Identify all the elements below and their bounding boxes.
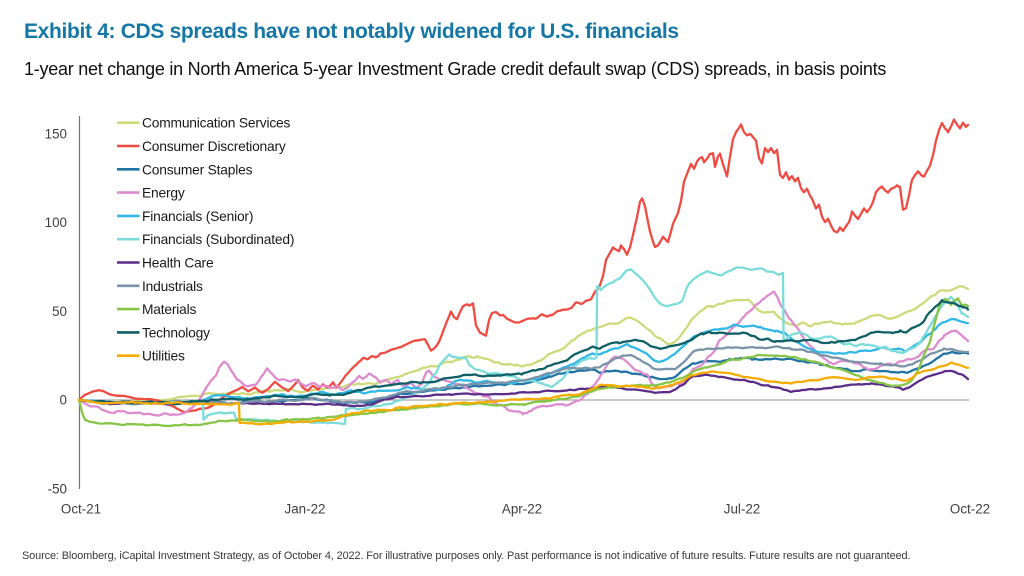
svg-text:0: 0 [60,393,67,408]
svg-text:Health Care: Health Care [142,256,214,271]
svg-text:100: 100 [45,215,67,230]
svg-text:Technology: Technology [142,325,210,340]
svg-text:Oct-21: Oct-21 [61,502,101,517]
svg-text:Apr-22: Apr-22 [502,502,542,517]
svg-text:Industrials: Industrials [142,279,203,294]
svg-text:150: 150 [45,126,67,141]
svg-text:Utilities: Utilities [142,349,185,364]
svg-text:Oct-22: Oct-22 [950,502,990,517]
svg-text:-50: -50 [48,481,67,496]
svg-text:Materials: Materials [142,302,196,317]
svg-text:Financials (Senior): Financials (Senior) [142,209,253,224]
svg-text:50: 50 [52,304,67,319]
svg-text:Energy: Energy [142,186,185,201]
svg-text:Financials (Subordinated): Financials (Subordinated) [142,232,294,247]
svg-text:Jan-22: Jan-22 [285,502,326,517]
svg-text:Consumer Staples: Consumer Staples [142,162,253,177]
svg-text:Jul-22: Jul-22 [724,502,760,517]
svg-text:Consumer Discretionary: Consumer Discretionary [142,139,286,154]
svg-text:Communication Services: Communication Services [142,116,290,131]
